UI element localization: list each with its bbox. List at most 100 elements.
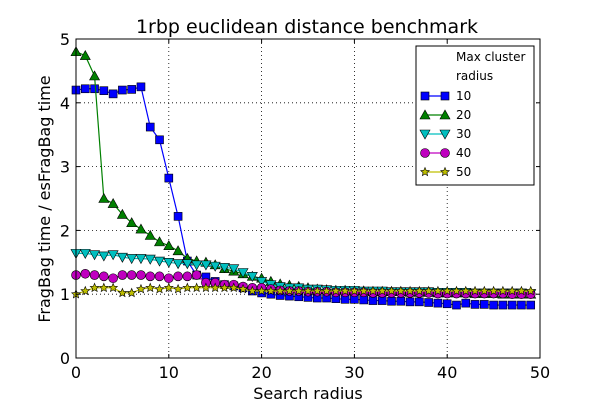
data-point-50 <box>265 285 276 296</box>
x-tick-label: 20 <box>251 363 271 382</box>
data-point-20 <box>163 240 175 251</box>
data-point-10 <box>470 300 480 309</box>
y-tick-label: 5 <box>60 30 70 49</box>
legend-marker <box>440 148 450 158</box>
data-point-10 <box>173 212 183 221</box>
data-point-50 <box>117 287 128 298</box>
data-point-50 <box>247 285 258 296</box>
data-point-30 <box>172 259 184 270</box>
data-point-50 <box>89 282 100 293</box>
x-tick-label: 30 <box>344 363 364 382</box>
data-point-50 <box>321 285 332 296</box>
data-point-50 <box>525 285 536 296</box>
data-point-20 <box>116 208 128 219</box>
data-point-50 <box>414 285 425 296</box>
data-point-10 <box>424 298 433 307</box>
data-point-30 <box>154 256 166 267</box>
data-point-50 <box>182 282 193 293</box>
data-point-30 <box>144 254 156 265</box>
data-point-30 <box>237 268 249 279</box>
data-point-10 <box>377 296 387 305</box>
data-point-30 <box>209 261 221 272</box>
data-point-20 <box>144 229 156 240</box>
data-point-50 <box>238 283 249 294</box>
data-point-50 <box>349 285 360 296</box>
series-layer <box>70 46 537 310</box>
data-point-50 <box>507 285 518 296</box>
data-point-50 <box>163 282 174 293</box>
data-point-40 <box>117 270 128 280</box>
legend-label: 10 <box>456 89 471 103</box>
data-point-40 <box>89 270 100 280</box>
data-point-50 <box>516 285 527 296</box>
legend-marker <box>420 91 430 101</box>
data-point-10 <box>368 296 378 305</box>
data-point-10 <box>396 296 406 306</box>
data-point-30 <box>181 259 193 270</box>
legend-marker <box>419 166 431 177</box>
data-point-40 <box>154 271 165 282</box>
data-point-10 <box>164 173 174 183</box>
data-point-10 <box>80 84 90 94</box>
data-point-10 <box>90 84 99 94</box>
data-point-30 <box>191 260 203 271</box>
plot-frame <box>75 38 541 359</box>
data-point-50 <box>275 285 286 296</box>
data-point-30 <box>116 252 128 263</box>
data-point-50 <box>470 285 481 296</box>
data-point-40 <box>145 271 156 282</box>
ticks: 0 10 20 30 40 50 0 1 2 3 4 5 <box>60 30 550 382</box>
y-tick-label: 4 <box>60 94 70 113</box>
data-point-50 <box>228 282 239 293</box>
legend-label: 50 <box>456 165 471 179</box>
data-point-50 <box>154 283 165 294</box>
data-point-50 <box>284 285 295 296</box>
data-point-10 <box>433 298 443 308</box>
legend-title-line1: Max cluster <box>456 50 526 64</box>
data-point-50 <box>442 285 453 296</box>
legend-entries: 10 20 30 40 50 <box>419 89 471 179</box>
data-point-50 <box>386 285 397 296</box>
data-point-50 <box>173 283 184 294</box>
x-axis-label: Search radius <box>253 384 363 400</box>
data-point-50 <box>479 285 490 296</box>
data-point-20 <box>172 245 184 256</box>
legend-marker <box>439 166 451 177</box>
data-point-10 <box>127 85 136 94</box>
x-tick-label: 50 <box>530 363 550 382</box>
y-tick-label: 1 <box>60 285 70 304</box>
legend-marker <box>419 109 431 120</box>
y-tick-label: 3 <box>60 158 70 177</box>
data-point-30 <box>135 254 147 265</box>
data-point-10 <box>517 300 526 310</box>
data-point-40 <box>108 273 118 284</box>
data-point-30 <box>256 277 268 288</box>
y-tick-label: 2 <box>60 221 70 240</box>
data-point-50 <box>405 285 416 296</box>
data-point-20 <box>79 49 91 60</box>
data-point-20 <box>126 217 138 228</box>
data-point-20 <box>135 223 147 234</box>
y-tick-label: 0 <box>60 349 70 368</box>
data-point-10 <box>489 300 498 310</box>
data-point-30 <box>79 249 91 259</box>
data-point-40 <box>164 273 174 284</box>
chart-title: 1rbp euclidean distance benchmark <box>136 16 478 38</box>
data-point-30 <box>126 254 138 265</box>
data-point-30 <box>163 257 175 268</box>
data-point-50 <box>497 285 508 296</box>
x-tick-label: 0 <box>71 363 81 382</box>
data-point-30 <box>98 251 110 262</box>
legend-label: 20 <box>456 108 471 122</box>
data-point-50 <box>302 285 314 296</box>
series-50 <box>70 282 536 299</box>
data-point-20 <box>89 70 101 81</box>
data-point-50 <box>210 282 221 293</box>
data-point-10 <box>452 300 461 310</box>
data-point-50 <box>98 282 109 293</box>
legend-entry-30: 30 <box>419 127 471 141</box>
data-point-10 <box>405 297 415 307</box>
data-point-20 <box>98 192 110 203</box>
data-point-50 <box>256 285 267 296</box>
data-point-40 <box>126 270 137 280</box>
